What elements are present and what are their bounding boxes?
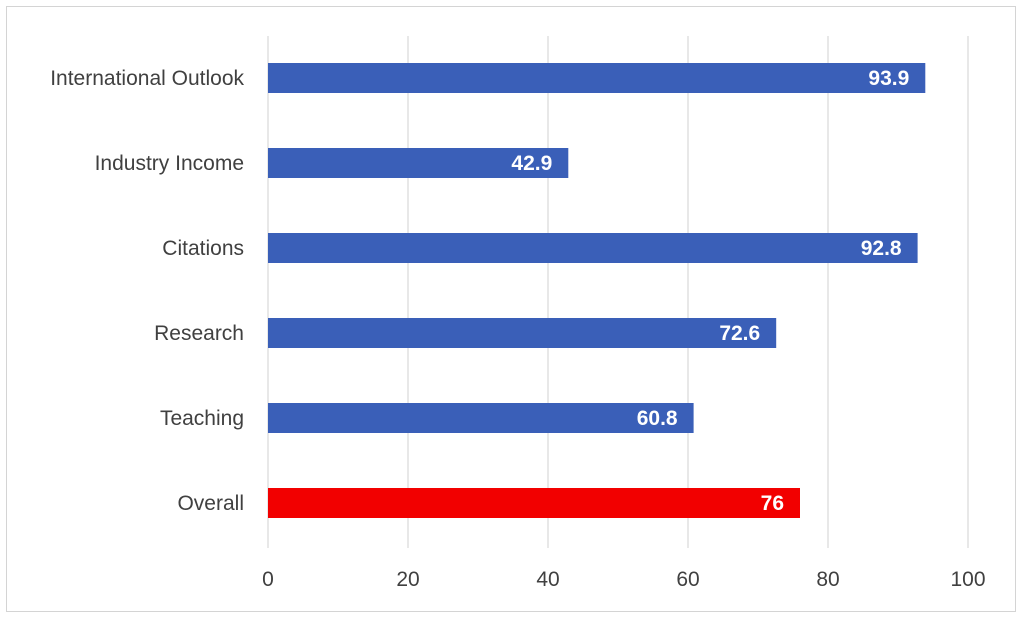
- data-label: 92.8: [861, 237, 902, 260]
- data-labels: 93.9 42.9 92.8 72.6 60.8 76: [511, 67, 909, 515]
- data-label: 60.8: [637, 407, 678, 430]
- category-labels: International Outlook Industry Income Cita…: [50, 67, 244, 515]
- gridlines: [267, 36, 969, 548]
- category-label: Research: [154, 322, 244, 345]
- x-tick-label: 60: [676, 568, 699, 591]
- bar-teaching: [268, 403, 694, 433]
- data-label: 76: [761, 492, 784, 515]
- bar-international-outlook: [268, 63, 926, 93]
- x-tick-label: 80: [816, 568, 839, 591]
- x-tick-label: 40: [536, 568, 559, 591]
- bar-industry-income: [268, 148, 569, 178]
- category-label: International Outlook: [50, 67, 244, 90]
- category-label: Teaching: [160, 407, 244, 430]
- bar-overall: [268, 488, 800, 518]
- data-label: 93.9: [868, 67, 909, 90]
- category-label: Industry Income: [95, 152, 244, 175]
- category-label: Citations: [162, 237, 244, 260]
- data-label: 42.9: [511, 152, 552, 175]
- bars: [268, 63, 926, 518]
- bar-research: [268, 318, 777, 348]
- x-tick-labels: 0 20 40 60 80 100: [262, 568, 985, 591]
- x-tick-label: 20: [396, 568, 419, 591]
- data-label: 72.6: [719, 322, 760, 345]
- x-tick-label: 0: [262, 568, 274, 591]
- x-tick-label: 100: [950, 568, 985, 591]
- category-label: Overall: [177, 492, 244, 515]
- bar-citations: [268, 233, 918, 263]
